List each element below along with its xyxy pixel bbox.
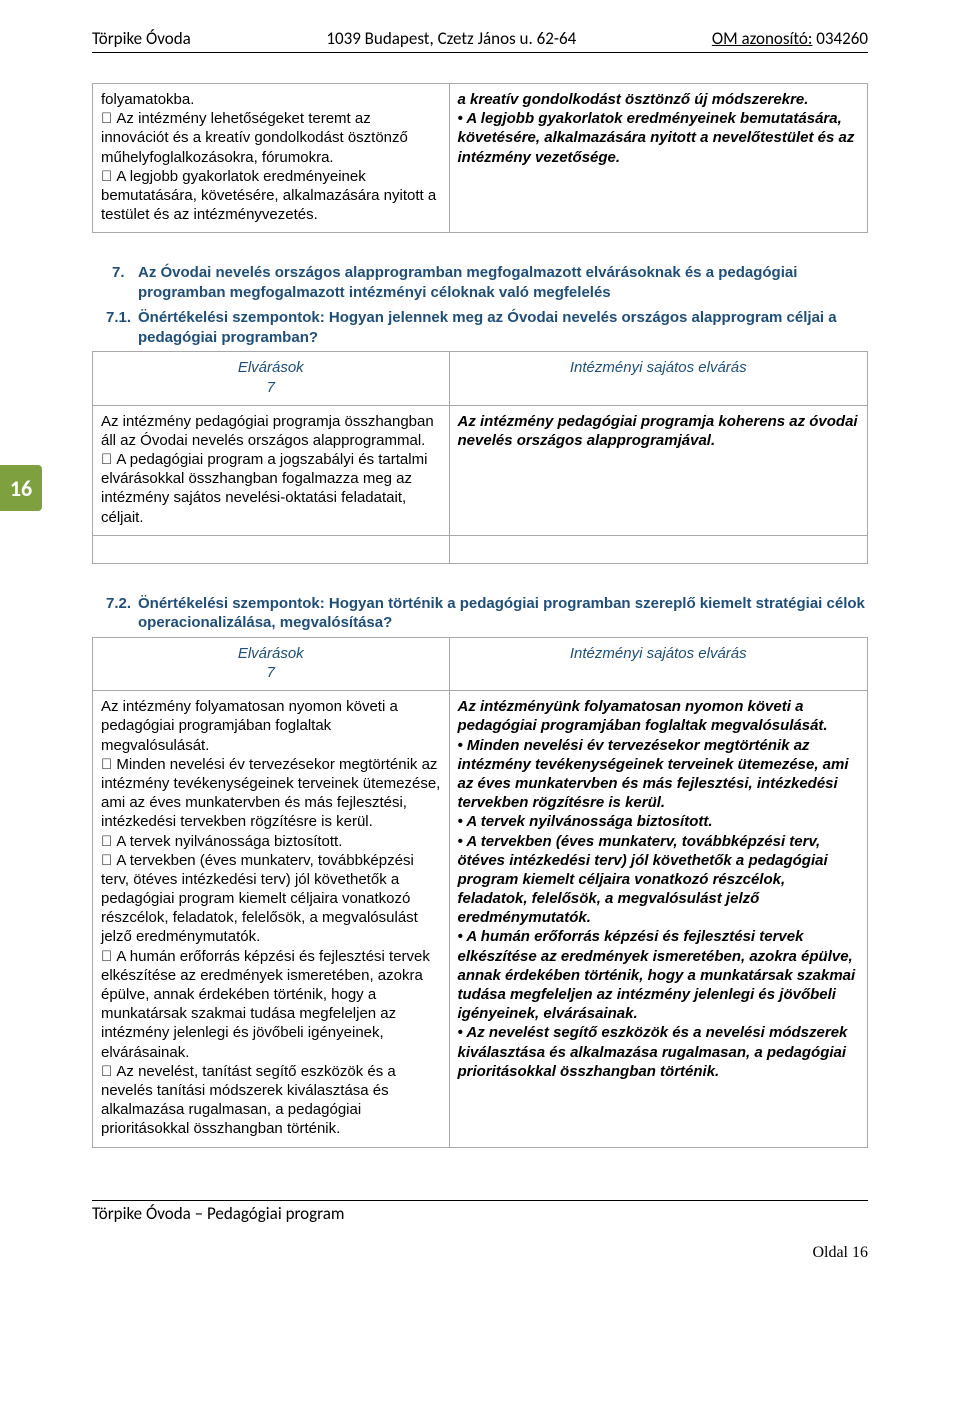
table-71-right: Az intézmény pedagógiai programja kohere…	[449, 405, 868, 535]
section-title: Az Óvodai nevelés országos alapprogramba…	[138, 264, 797, 301]
page-footer: Törpike Óvoda – Pedagógiai program	[92, 1200, 868, 1224]
section-heading-7: 7.Az Óvodai nevelés országos alapprogram…	[92, 263, 868, 302]
header-right-label: OM azonosító:	[712, 28, 813, 49]
table-71: Elvárások7 Intézményi sajátos elvárás Az…	[92, 351, 868, 564]
table-72: Elvárások7 Intézményi sajátos elvárás Az…	[92, 637, 868, 1148]
cell-text: Az intézményünk folyamatosan nyomon köve…	[458, 697, 860, 1081]
table-71-head-left: Elvárások7	[93, 352, 450, 405]
cell-text: Az intézmény pedagógiai programja összha…	[101, 412, 441, 527]
table-71-head-right: Intézményi sajátos elvárás	[449, 352, 868, 405]
section-num: 7.2.	[106, 594, 138, 614]
section-title: Önértékelési szempontok: Hogyan jelennek…	[138, 309, 837, 346]
table-cont: folyamatokba. Az intézmény lehetőségeke…	[92, 83, 868, 233]
header-center: 1039 Budapest, Czetz János u. 62-64	[326, 28, 576, 49]
section-heading-71: 7.1.Önértékelési szempontok: Hogyan jele…	[92, 308, 868, 347]
footer-right: Oldal 16	[0, 1244, 960, 1274]
table-72-head-right: Intézményi sajátos elvárás	[449, 637, 868, 690]
header-left: Törpike Óvoda	[92, 28, 191, 49]
table-72-right: Az intézményünk folyamatosan nyomon köve…	[449, 691, 868, 1147]
cell-text: Az intézmény folyamatosan nyomon követi …	[101, 697, 441, 1138]
page-header: Törpike Óvoda 1039 Budapest, Czetz János…	[92, 28, 868, 53]
table-71-empty-left	[93, 535, 450, 563]
table-72-head-left: Elvárások7	[93, 637, 450, 690]
footer-left: Törpike Óvoda – Pedagógiai program	[92, 1203, 344, 1224]
section-title: Önértékelési szempontok: Hogyan történik…	[138, 595, 865, 632]
table-cont-right: a kreatív gondolkodást ösztönző új módsz…	[449, 84, 868, 233]
table-cont-left: folyamatokba. Az intézmény lehetőségeke…	[93, 84, 450, 233]
page-number-tab: 16	[0, 465, 42, 511]
cell-text: a kreatív gondolkodást ösztönző új módsz…	[458, 90, 860, 167]
section-num: 7.1.	[106, 308, 138, 328]
section-num: 7.	[112, 263, 138, 283]
cell-text: folyamatokba. Az intézmény lehetőségeke…	[101, 90, 441, 224]
section-heading-72: 7.2.Önértékelési szempontok: Hogyan tört…	[92, 594, 868, 633]
header-right: OM azonosító: 034260	[712, 28, 868, 49]
table-71-empty-right	[449, 535, 868, 563]
header-right-value: 034260	[816, 28, 868, 49]
page-content: Törpike Óvoda 1039 Budapest, Czetz János…	[0, 0, 960, 1178]
table-72-left: Az intézmény folyamatosan nyomon követi …	[93, 691, 450, 1147]
table-71-left: Az intézmény pedagógiai programja összha…	[93, 405, 450, 535]
cell-text: Az intézmény pedagógiai programja kohere…	[458, 412, 860, 450]
